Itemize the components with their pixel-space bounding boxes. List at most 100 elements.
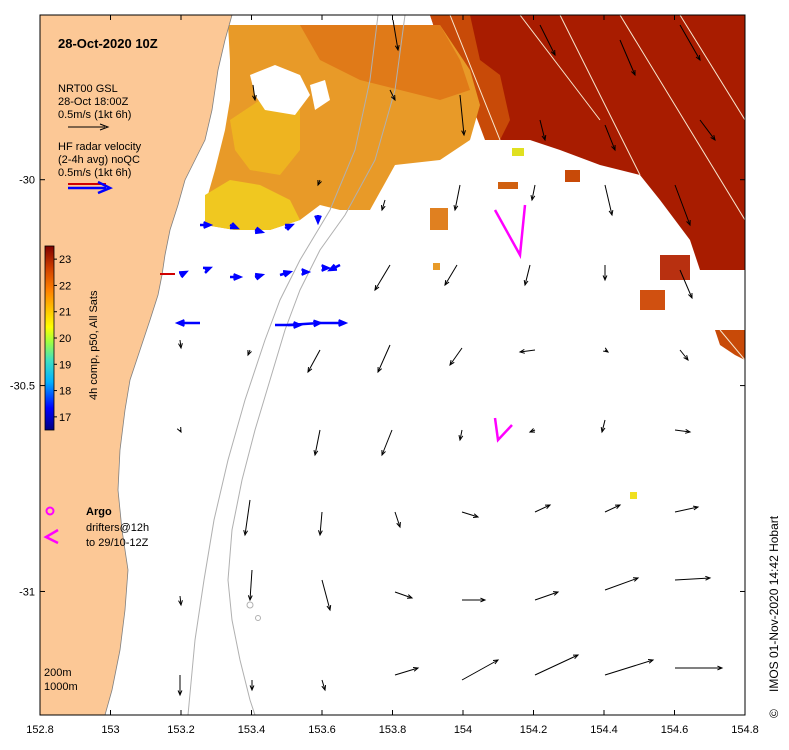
velocity-vector-head	[461, 130, 466, 137]
velocity-vector-head	[472, 513, 480, 518]
velocity-vector-head	[692, 505, 700, 511]
velocity-vector	[674, 184, 691, 226]
velocity-vector	[539, 119, 546, 141]
velocity-vector-head	[705, 575, 712, 581]
velocity-vector-head	[178, 600, 183, 607]
colorbar-tick-label: 20	[59, 333, 71, 345]
velocity-vector-head	[710, 135, 716, 142]
x-tick-label: 154.8	[731, 724, 759, 736]
velocity-vector-head	[176, 426, 182, 434]
velocity-vector	[321, 579, 331, 611]
velocity-vector	[394, 511, 401, 528]
velocity-vector	[674, 506, 699, 513]
velocity-vector-head	[377, 366, 382, 374]
x-tick-label: 154.2	[520, 724, 548, 736]
velocity-vector-head	[688, 292, 693, 300]
gsl-legend: NRT00 GSL 28-Oct 18:00Z 0.5m/s (1kt 6h)	[58, 83, 131, 131]
x-tick-label: 154.4	[590, 724, 618, 736]
velocity-vector	[249, 569, 253, 601]
velocity-vector-head	[449, 360, 455, 367]
colorbar-tick-label: 23	[59, 254, 71, 266]
velocity-vector-head	[252, 95, 257, 102]
x-tick-label: 154	[454, 724, 472, 736]
velocity-vector-head	[282, 269, 294, 278]
velocity-vector-head	[631, 69, 636, 77]
x-tick-label: 153.2	[167, 724, 195, 736]
velocity-vector-head	[458, 435, 464, 442]
gsl-legend-line-3: 0.5m/s (1kt 6h)	[58, 109, 131, 121]
velocity-vector	[392, 19, 399, 51]
gsl-legend-line-1: NRT00 GSL	[58, 83, 118, 95]
velocity-vector-head	[327, 263, 338, 272]
velocity-vector-head	[317, 530, 323, 537]
velocity-vector-head	[178, 343, 183, 350]
velocity-vector	[604, 504, 621, 513]
velocity-vector	[321, 679, 326, 691]
velocity-vector	[381, 429, 393, 456]
velocity-vector-head	[686, 219, 691, 227]
argo-legend: Argo	[45, 506, 112, 518]
gsl-velocity-vectors	[176, 19, 724, 697]
velocity-vector-head	[683, 355, 689, 362]
velocity-vector-head	[390, 94, 396, 102]
velocity-vector-head	[544, 504, 552, 510]
sst-streaks	[449, 15, 745, 361]
velocity-vector-head	[321, 264, 332, 272]
velocity-vector	[461, 511, 479, 518]
sst-field	[205, 15, 745, 499]
colorbar-tick-label: 17	[59, 412, 71, 424]
velocity-vector-head	[412, 666, 420, 672]
colorbar-tick-label: 19	[59, 359, 71, 371]
velocity-vector-head	[518, 349, 525, 354]
velocity-vector	[459, 94, 465, 136]
hf-legend-line-3: 0.5m/s (1kt 6h)	[58, 167, 131, 179]
velocity-vector-head	[338, 319, 349, 327]
velocity-vector-head	[550, 49, 556, 57]
velocity-vector	[459, 429, 463, 441]
hf-legend: HF radar velocity (2-4h avg) noQC 0.5m/s…	[58, 141, 142, 195]
velocity-vector-head	[685, 429, 692, 434]
velocity-vector	[699, 119, 716, 141]
velocity-vector	[314, 429, 321, 456]
gsl-legend-line-2: 28-Oct 18:00Z	[58, 96, 129, 108]
velocity-vector-head	[326, 604, 332, 612]
velocity-vector	[377, 344, 391, 373]
velocity-vector-head	[233, 273, 244, 281]
velocity-vector	[519, 349, 536, 353]
velocity-vector-head	[229, 222, 240, 230]
velocity-vector	[679, 24, 701, 61]
drifters-label-line-1: drifters@12h	[86, 522, 149, 534]
velocity-vector-head	[321, 684, 327, 692]
velocity-vector	[307, 349, 321, 373]
velocity-vector	[604, 184, 613, 216]
velocity-vector-head	[552, 591, 560, 596]
velocity-vector-head	[647, 659, 655, 664]
colorbar-tick-label: 22	[59, 280, 71, 292]
argo-label: Argo	[86, 506, 112, 518]
velocity-vector-head	[301, 268, 312, 276]
copyright-symbol: ©	[767, 709, 781, 718]
velocity-vector-head	[602, 347, 610, 353]
velocity-vector-head	[611, 144, 616, 152]
velocity-vector-head	[178, 270, 189, 279]
velocity-vector-head	[374, 284, 380, 292]
velocity-vector-head	[600, 426, 606, 434]
velocity-vector	[531, 184, 536, 201]
coastline-land	[40, 15, 233, 715]
velocity-vector	[394, 667, 419, 676]
map-axes: 152.8 153 153.2 153.4 153.6 153.8 154 154.2 154.…	[10, 15, 759, 736]
velocity-vector-head	[695, 54, 701, 62]
velocity-vector-head	[523, 279, 529, 287]
velocity-vector	[449, 347, 463, 366]
velocity-vector	[534, 654, 579, 676]
velocity-vector-head	[528, 428, 536, 433]
velocity-vector-head	[492, 659, 500, 665]
velocity-vector	[179, 595, 182, 606]
velocity-vector-head	[406, 594, 414, 599]
velocity-vector-head	[247, 595, 253, 602]
velocity-vector-head	[602, 275, 608, 282]
velocity-vector	[454, 184, 461, 211]
colorbar-label: 4h comp, p50, All Sats	[88, 290, 100, 400]
velocity-vector-head	[249, 685, 255, 692]
velocity-vector-head	[632, 577, 640, 582]
